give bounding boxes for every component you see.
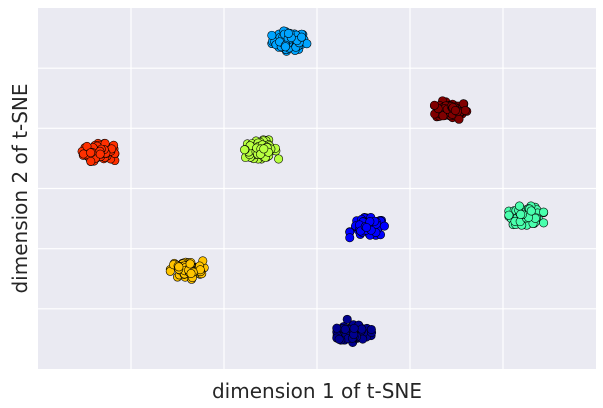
data-point [259,144,269,154]
data-point [186,268,196,278]
data-point [539,207,549,217]
data-point [174,262,184,272]
data-point [283,28,293,38]
data-point [297,32,307,42]
data-point [340,324,350,334]
x-axis-label: dimension 1 of t-SNE [212,379,422,403]
data-point [185,259,195,269]
data-point [526,206,536,216]
data-point [514,201,524,211]
data-point [349,323,359,333]
data-points [77,26,549,347]
data-point [429,100,439,110]
data-point [379,221,389,231]
data-point [345,233,355,243]
data-point [274,154,284,164]
data-point [240,145,250,155]
data-point [86,148,96,158]
data-point [334,334,344,344]
data-point [86,156,96,166]
data-point [539,218,549,228]
data-point [267,30,277,40]
data-point [454,114,464,124]
data-point [460,106,470,116]
y-axis-label: dimension 2 of t-SNE [8,83,32,293]
data-point [342,314,352,324]
data-point [516,209,526,219]
data-point [366,324,376,334]
data-point [362,223,372,233]
grid [38,8,596,369]
data-point [450,106,460,116]
data-point [504,210,514,220]
data-point [332,323,342,333]
data-point [95,149,105,159]
data-point [357,324,367,334]
data-point [280,42,290,52]
